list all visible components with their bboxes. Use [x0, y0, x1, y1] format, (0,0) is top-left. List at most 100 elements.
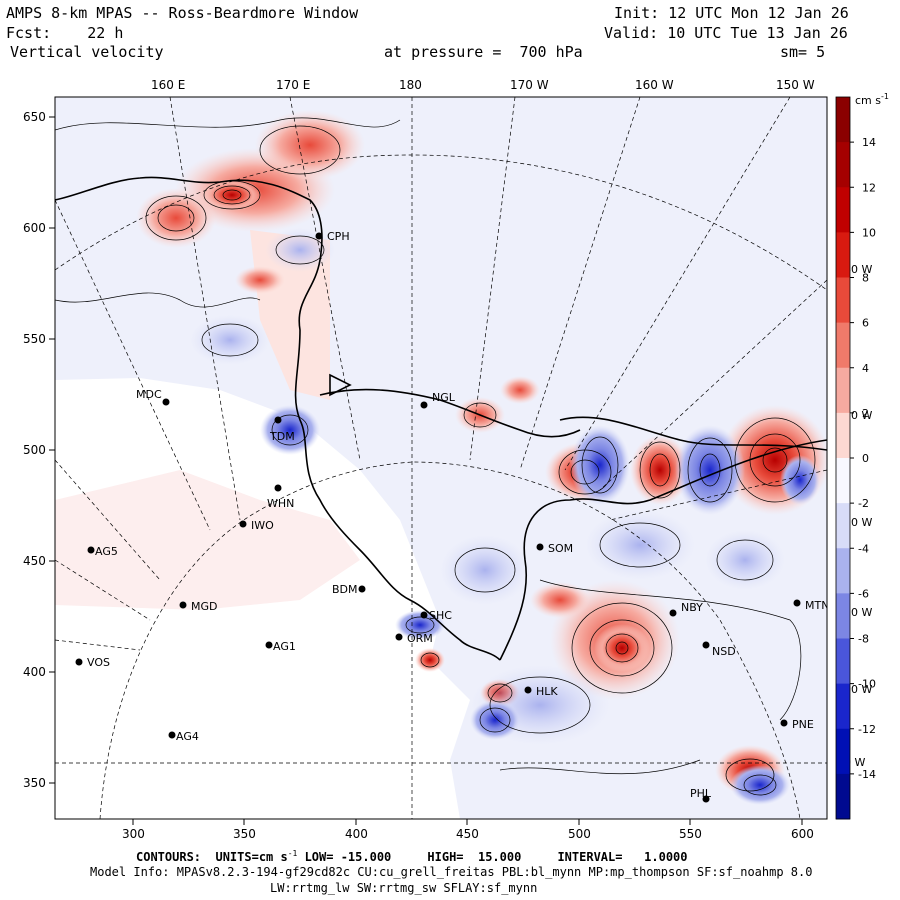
contour-lines	[55, 117, 816, 796]
svg-text:SHC: SHC	[429, 609, 452, 622]
station-markers: CPH NGL MDC TDM WHN IWO AG5 SOM BDM MGD …	[75, 230, 829, 803]
x-tick-label: 550	[679, 827, 702, 841]
plot-frame	[54, 96, 828, 820]
colorbar-tick-label: -8	[858, 633, 869, 646]
contours-label: CONTOURS: UNITS=cm s	[136, 850, 288, 864]
colorbar-tick-label: 8	[862, 272, 869, 285]
colorbar-unit: cm s-1	[855, 92, 889, 107]
svg-text:MGD: MGD	[191, 600, 218, 613]
svg-text:WHN: WHN	[267, 497, 294, 510]
svg-text:IWO: IWO	[251, 519, 274, 532]
colorbar-tick-label: 14	[862, 136, 876, 149]
init-time: Init: 12 UTC Mon 12 Jan 26	[614, 4, 849, 22]
colorbar-swatch	[836, 728, 850, 775]
svg-text:MTN: MTN	[805, 599, 829, 612]
colorbar-frame	[835, 96, 851, 820]
colorbar-tick-label: 6	[862, 317, 869, 330]
station-shc: SHC	[420, 609, 452, 622]
map-plot-area: CPH NGL MDC TDM WHN IWO AG5 SOM BDM MGD …	[55, 97, 829, 819]
colorbar-tick-label: 0	[862, 452, 869, 465]
colorbar-swatch	[836, 458, 850, 504]
station-iwo: IWO	[239, 519, 274, 532]
y-tick-label: 400	[23, 665, 46, 679]
lon-label: 150 W	[776, 78, 815, 92]
top-lon-labels: 160 E 170 E 180 170 W 160 W 150 W	[151, 78, 815, 92]
y-tick-labels: 650 600 550 500 450 400 350	[23, 110, 46, 790]
svg-text:VOS: VOS	[87, 656, 110, 669]
field-name: Vertical velocity	[10, 43, 164, 61]
station-cph: CPH	[315, 230, 350, 243]
station-orm: ORM	[395, 632, 433, 645]
y-tick-label: 550	[23, 332, 46, 346]
colorbar-swatch	[836, 773, 850, 820]
x-tick-label: 450	[456, 827, 479, 841]
model-info: Model Info: MPASv8.2.3-194-gf29cd82c CU:…	[90, 865, 813, 879]
svg-text:AG4: AG4	[176, 730, 199, 743]
colorbar-tick-label: -12	[858, 723, 876, 736]
colorbar-tick-label: -10	[858, 678, 876, 691]
station-mtn: MTN	[793, 599, 829, 612]
station-pne: PNE	[780, 718, 814, 731]
x-tick-label: 500	[568, 827, 591, 841]
colorbar-swatch	[836, 187, 850, 233]
station-vos: VOS	[75, 656, 110, 669]
lon-label: 170 W	[510, 78, 549, 92]
station-tdm: TDM	[269, 416, 295, 443]
x-tick-label: 350	[233, 827, 256, 841]
fcst-value: 22 h	[87, 24, 124, 42]
smoothing: sm= 5	[780, 43, 826, 61]
graticule	[55, 97, 827, 819]
x-tick-labels: 300 350 400 450 500 550 600	[122, 827, 814, 841]
colorbar-tick-label: 10	[862, 226, 876, 239]
x-axis	[132, 819, 803, 825]
x-tick-label: 600	[791, 827, 814, 841]
station-ag1: AG1	[265, 640, 296, 653]
lon-label: 180	[399, 78, 422, 92]
colorbar-swatch	[836, 232, 850, 278]
colorbar-tick-label: -14	[858, 768, 876, 781]
y-tick-label: 650	[23, 110, 46, 124]
valid-time: Valid: 10 UTC Tue 13 Jan 26	[604, 24, 848, 42]
y-tick-label: 450	[23, 554, 46, 568]
coastline	[55, 176, 827, 661]
station-ag5: AG5	[87, 545, 118, 558]
station-som: SOM	[536, 542, 573, 555]
svg-text:TDM: TDM	[269, 430, 295, 443]
units-exp: -1	[287, 849, 298, 858]
station-hlk: HLK	[524, 685, 558, 698]
svg-text:PNE: PNE	[792, 718, 814, 731]
station-nsd: NSD	[702, 641, 736, 658]
svg-text:AG5: AG5	[95, 545, 118, 558]
y-axis	[49, 116, 55, 784]
station-mgd: MGD	[179, 600, 218, 613]
y-tick-label: 600	[23, 221, 46, 235]
map-title: AMPS 8-km MPAS -- Ross-Beardmore Window	[6, 4, 359, 22]
colorbar-swatch	[836, 548, 850, 594]
svg-text:AG1: AG1	[273, 640, 296, 653]
colorbar-tick-label: -2	[858, 497, 869, 510]
station-whn: WHN	[267, 484, 294, 510]
colorbar-swatch	[836, 593, 850, 639]
station-nby: NBY	[669, 601, 703, 617]
lon-label: 170 E	[276, 78, 310, 92]
y-tick-label: 500	[23, 443, 46, 457]
svg-text:SOM: SOM	[548, 542, 573, 555]
colorbar-swatch	[836, 638, 850, 685]
model-info-physics: LW:rrtmg_lw SW:rrtmg_sw SFLAY:sf_mynn	[270, 881, 538, 895]
colorbar-swatch	[836, 322, 850, 369]
x-tick-label: 300	[122, 827, 145, 841]
contours-values: LOW= -15.000 HIGH= 15.000 INTERVAL= 1.00…	[297, 850, 688, 864]
contour-info: CONTOURS: UNITS=cm s-1 LOW= -15.000 HIGH…	[136, 849, 688, 864]
colorbar-swatch	[836, 367, 850, 414]
fcst-label: Fcst:	[6, 24, 52, 42]
station-ag4: AG4	[168, 730, 199, 743]
forecast-hour: Fcst: 22 h	[6, 24, 123, 42]
colorbar-tick-label: -6	[858, 587, 869, 600]
svg-text:NBY: NBY	[681, 601, 703, 614]
svg-text:CPH: CPH	[327, 230, 350, 243]
colorbar-swatch	[836, 142, 850, 188]
svg-text:BDM: BDM	[332, 583, 358, 596]
colorbar: cm s-1 14 12 10 8 6 4 2 0 -2 -4 -6 -8 -10 -12 -14	[835, 92, 889, 820]
colorbar-swatch	[836, 503, 850, 549]
